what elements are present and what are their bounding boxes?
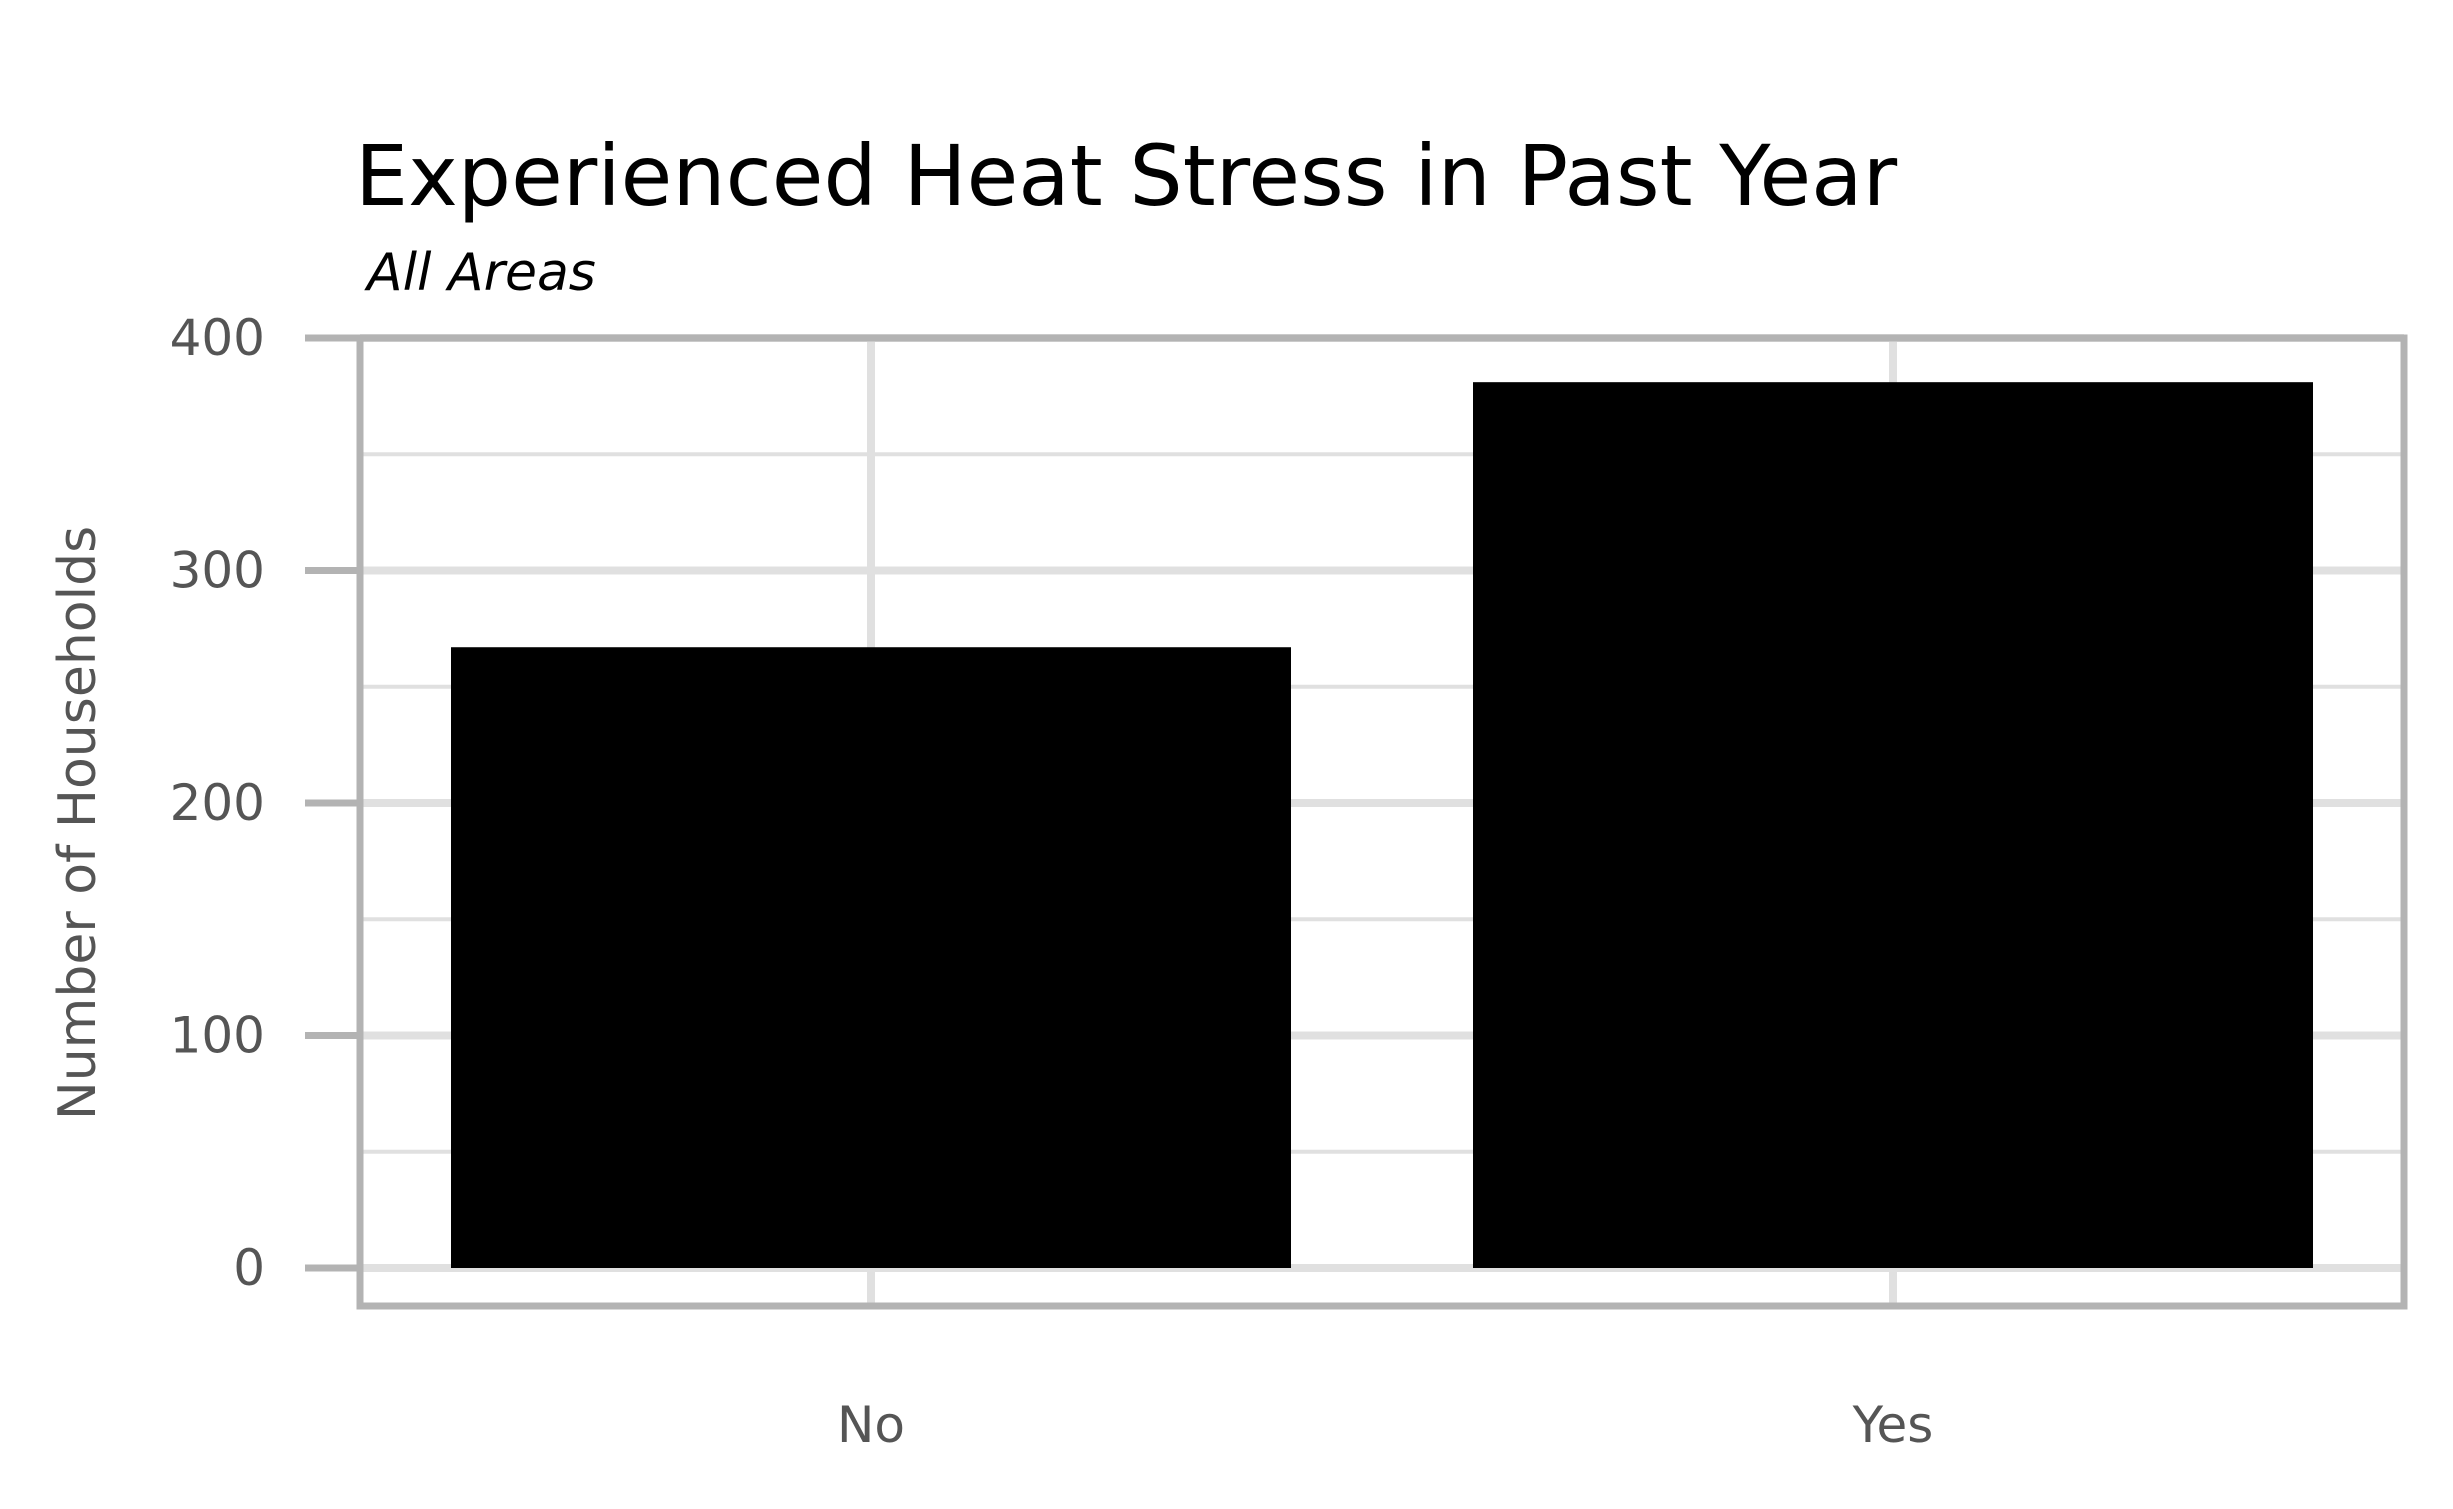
x-axis: No Yes — [837, 1396, 1933, 1454]
x-tick-label: Yes — [1852, 1396, 1934, 1454]
plot-frame — [356, 334, 2408, 1310]
y-tick-label: 400 — [170, 309, 265, 367]
x-tick-label: No — [837, 1396, 905, 1454]
y-tick-label: 100 — [170, 1007, 265, 1065]
y-tick-label: 300 — [170, 542, 265, 600]
y-tick-label: 0 — [233, 1239, 265, 1297]
bar-no — [451, 647, 1291, 1268]
bars — [451, 382, 2313, 1268]
bar-yes — [1473, 382, 2313, 1268]
chart-title: Experienced Heat Stress in Past Year — [355, 127, 1898, 225]
y-tick-label: 200 — [170, 774, 265, 832]
y-axis: 0 100 200 300 400 — [170, 309, 360, 1297]
chart-subtitle: All Areas — [364, 243, 596, 303]
y-axis-label: Number of Households — [48, 526, 108, 1120]
